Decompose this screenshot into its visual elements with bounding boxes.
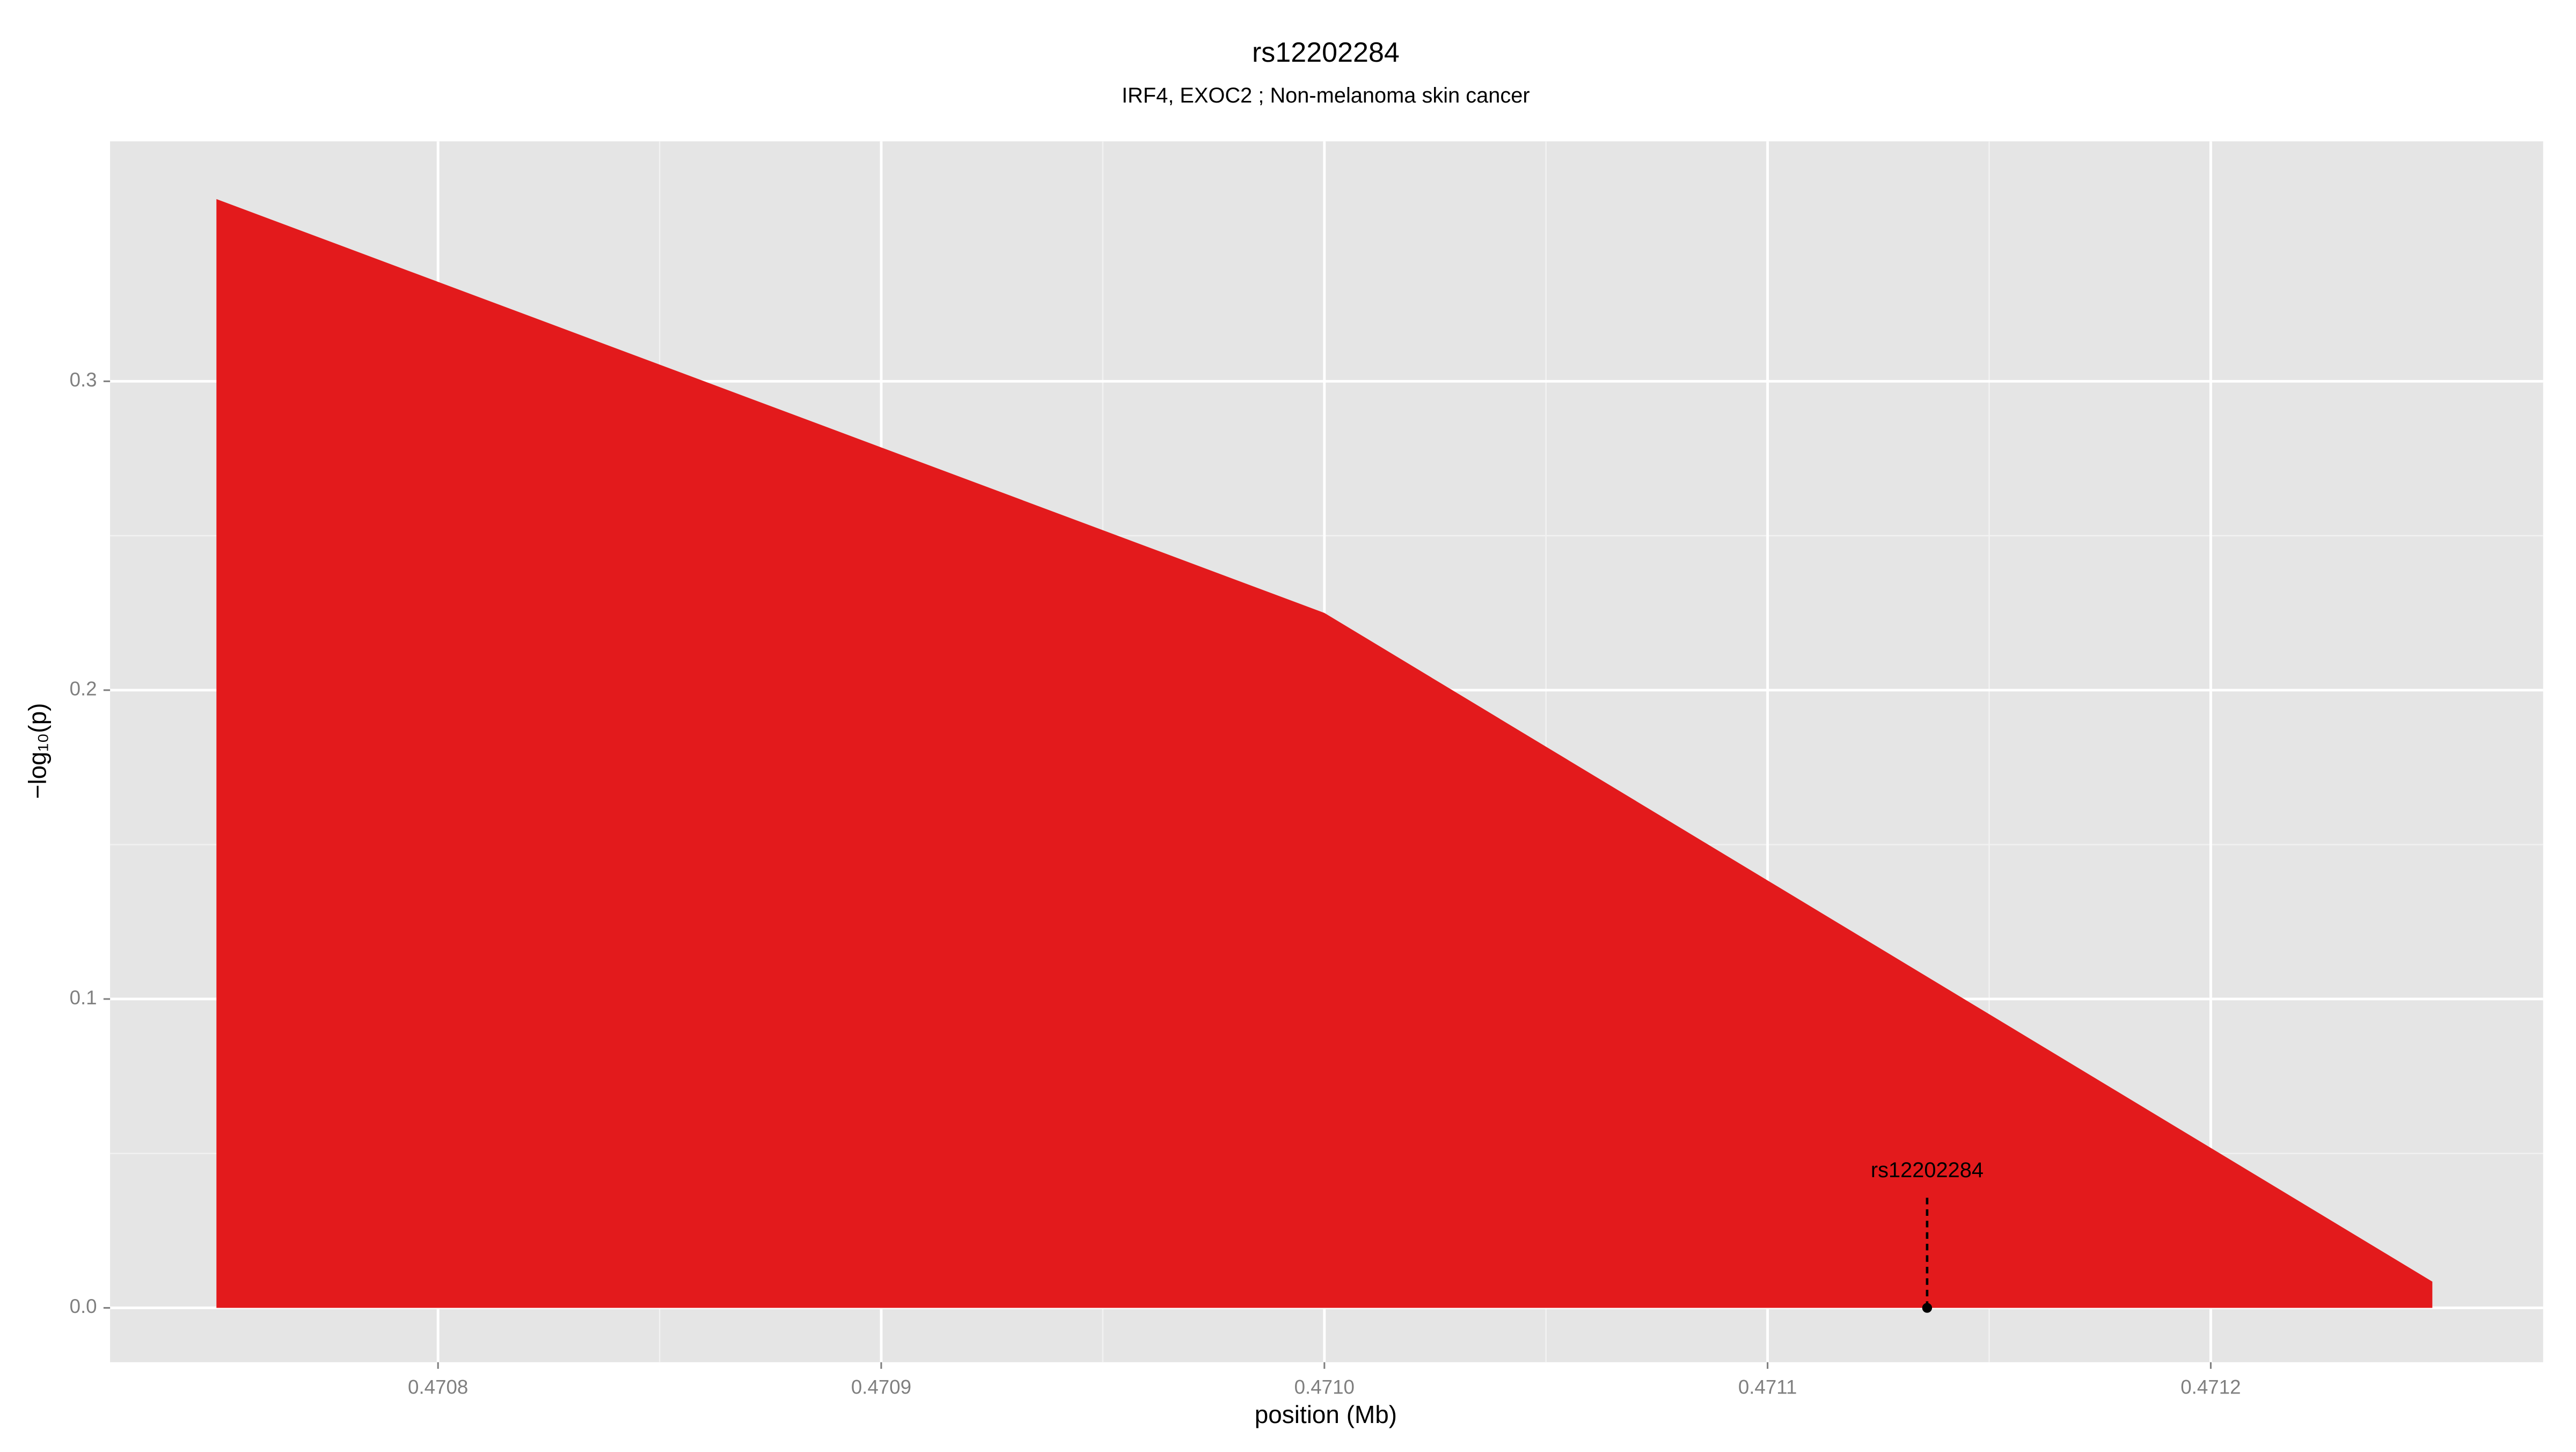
y-tick-label: 0.2 [70,677,97,699]
y-tick-label: 0.0 [70,1295,97,1317]
chart-title: rs12202284 [1252,37,1400,68]
chart-subtitle: IRF4, EXOC2 ; Non-melanoma skin cancer [1122,84,1530,107]
x-axis-label: position (Mb) [1255,1400,1397,1428]
annotation-label: rs12202284 [1871,1158,1984,1182]
y-axis-label: −log₁₀(p) [24,703,52,799]
x-tick-label: 0.4709 [851,1376,911,1398]
x-tick-label: 0.4710 [1294,1376,1355,1398]
x-tick-label: 0.4708 [408,1376,468,1398]
y-tick-label: 0.1 [70,987,97,1009]
x-tick-label: 0.4712 [2180,1376,2241,1398]
area [216,199,2433,1308]
x-tick-label: 0.4711 [1738,1376,1797,1398]
annotation-point [1922,1303,1933,1313]
y-tick-label: 0.3 [70,369,97,391]
